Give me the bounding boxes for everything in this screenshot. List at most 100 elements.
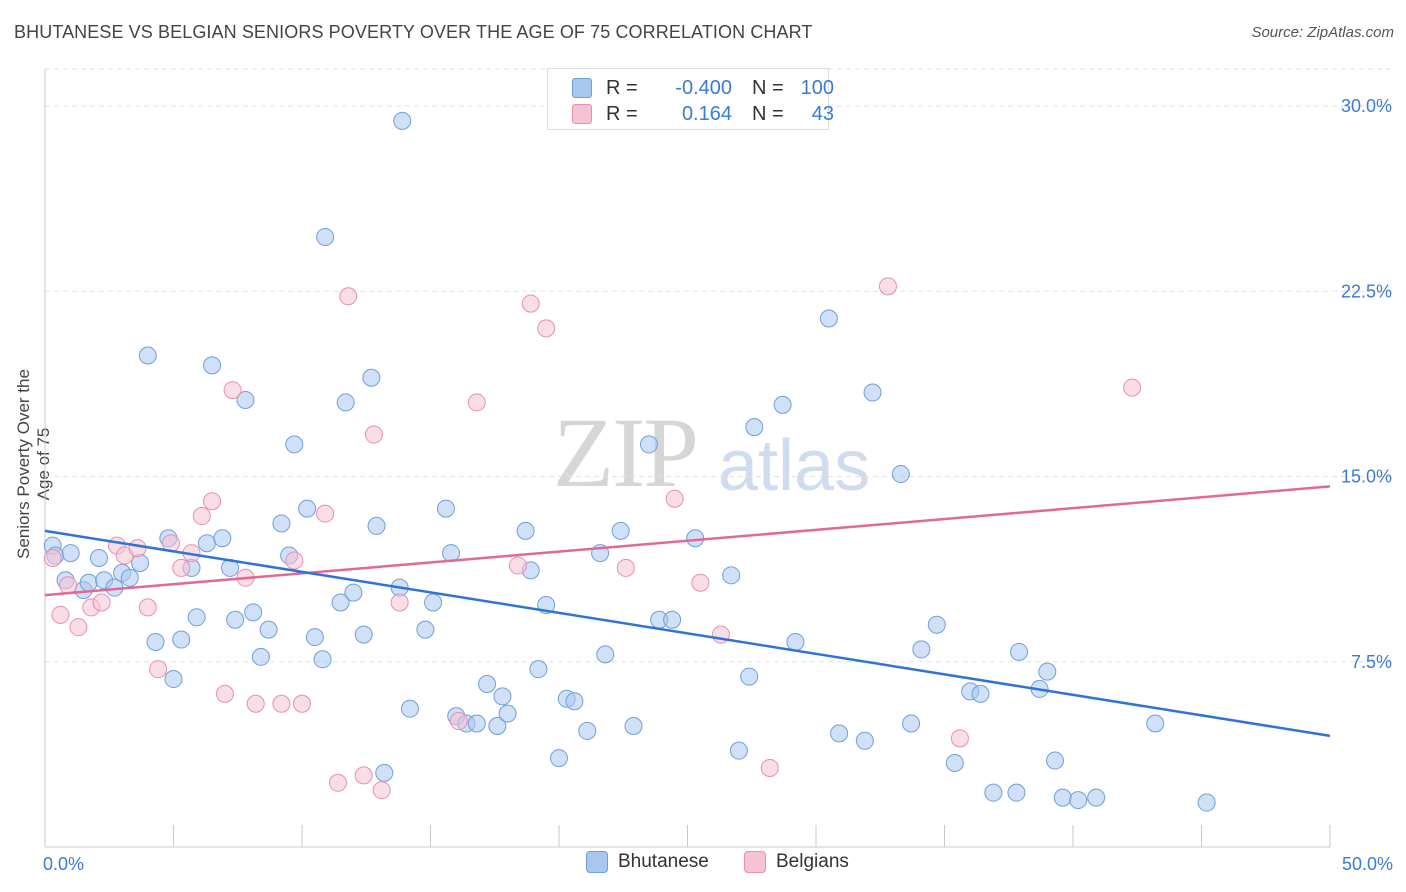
bhutanese-point	[236, 390, 255, 409]
bhutanese-point	[1197, 793, 1216, 812]
r-label: R =	[606, 76, 638, 99]
correlation-legend: R = -0.400 N = 100 R = 0.164 N = 43	[547, 68, 834, 130]
bhutanese-point	[187, 608, 206, 627]
legend-label-belgians: Belgians	[776, 851, 849, 872]
belgians-point	[390, 593, 409, 612]
n-value: 43	[811, 102, 834, 125]
belgians-point	[128, 539, 147, 558]
bhutanese-point	[393, 111, 412, 130]
bhutanese-point	[416, 620, 435, 639]
bhutanese-point	[945, 754, 964, 773]
belgians-point	[616, 558, 635, 577]
bhutanese-point	[1007, 783, 1026, 802]
n-label: N =	[752, 102, 784, 125]
belgians-point	[43, 549, 62, 568]
belgians-point	[878, 277, 897, 296]
belgians-point	[59, 576, 78, 595]
bhutanese-point	[971, 684, 990, 703]
watermark-atlas: atlas	[718, 426, 871, 506]
belgians-point	[760, 758, 779, 777]
bhutanese-point	[251, 647, 270, 666]
belgians-point	[192, 507, 211, 526]
bhutanese-point	[1010, 642, 1029, 661]
belgians-point	[521, 294, 540, 313]
tick-labels: 7.5% 15.0% 22.5% 30.0% 0.0% 50.0%	[43, 96, 1393, 874]
bhutanese-point	[331, 593, 350, 612]
bhutanese-point	[316, 227, 335, 246]
bhutanese-point	[578, 721, 597, 740]
y-tick-label: 30.0%	[1341, 96, 1392, 116]
belgians-point	[51, 605, 70, 624]
bhutanese-point	[686, 529, 705, 548]
x-tick-label: 50.0%	[1342, 854, 1393, 874]
watermark-zip: ZIP	[553, 397, 699, 508]
belgians-point	[950, 729, 969, 748]
bhutanese-point	[1038, 662, 1057, 681]
bhutanese-point	[285, 435, 304, 454]
bhutanese-point	[596, 645, 615, 664]
belgians-point	[691, 573, 710, 592]
bhutanese-point	[131, 553, 150, 572]
source-credit: Source: ZipAtlas.com	[1251, 24, 1394, 41]
bhutanese-point	[1053, 788, 1072, 807]
belgians-point	[293, 694, 311, 713]
belgians-point	[364, 425, 383, 444]
bhutanese-point	[226, 610, 245, 629]
belgians-point	[203, 492, 222, 511]
bhutanese-point	[436, 499, 455, 518]
bhutanese-point	[1087, 788, 1106, 807]
legend-item-bhutanese: Bhutanese	[586, 851, 709, 873]
axes	[44, 69, 1331, 848]
bhutanese-point	[639, 435, 658, 454]
trend-lines	[44, 485, 1331, 738]
y-tick-label: 15.0%	[1341, 467, 1392, 487]
belgians-point	[272, 694, 291, 713]
bhutanese-point	[863, 383, 882, 402]
bhutanese-point	[259, 620, 278, 639]
legend-row-belgians: R = 0.164 N = 43	[572, 102, 834, 126]
bhutanese-point	[244, 603, 263, 622]
bhutanese-point	[927, 615, 946, 634]
bhutanese-point	[855, 731, 874, 750]
n-value: 100	[800, 76, 834, 99]
belgians-point	[285, 551, 304, 570]
belgians-point	[246, 694, 265, 713]
belgians-point	[328, 773, 347, 792]
bhutanese-point	[89, 549, 108, 568]
bhutanese-point	[467, 714, 486, 733]
bhutanese-point	[120, 568, 139, 587]
bhutanese-point	[516, 521, 535, 540]
belgians-point	[1123, 378, 1142, 397]
belgians-point	[449, 712, 468, 731]
belgians-trend-line	[44, 485, 1331, 597]
bhutanese-point	[61, 544, 80, 563]
bhutanese-point	[478, 674, 497, 693]
bhutanese-point	[424, 593, 443, 612]
bhutanese-point	[611, 521, 630, 540]
bhutanese-point	[400, 699, 419, 718]
bhutanese-point	[624, 716, 643, 735]
bhutanese-trend-line	[44, 529, 1331, 738]
bhutanese-point	[313, 650, 332, 669]
belgians-point	[316, 504, 335, 523]
bhutanese-point	[197, 534, 216, 553]
bhutanese-point	[722, 566, 741, 585]
bhutanese-point	[305, 628, 324, 647]
belgians-point	[354, 766, 373, 785]
r-label: R =	[606, 102, 638, 125]
belgians-point	[537, 319, 556, 338]
bhutanese-point	[336, 393, 355, 412]
n-label: N =	[752, 76, 784, 99]
bhutanese-point	[912, 640, 931, 659]
bhutanese-point	[498, 704, 517, 723]
bhutanese-point	[830, 724, 849, 743]
legend-label-bhutanese: Bhutanese	[618, 851, 709, 872]
bhutanese-swatch	[572, 78, 592, 98]
bhutanese-point	[902, 714, 921, 733]
belgians-point	[172, 558, 191, 577]
bhutanese-point	[375, 763, 394, 782]
y-tick-label: 22.5%	[1341, 281, 1392, 301]
bhutanese-point	[488, 716, 507, 735]
bhutanese-point	[740, 667, 759, 686]
